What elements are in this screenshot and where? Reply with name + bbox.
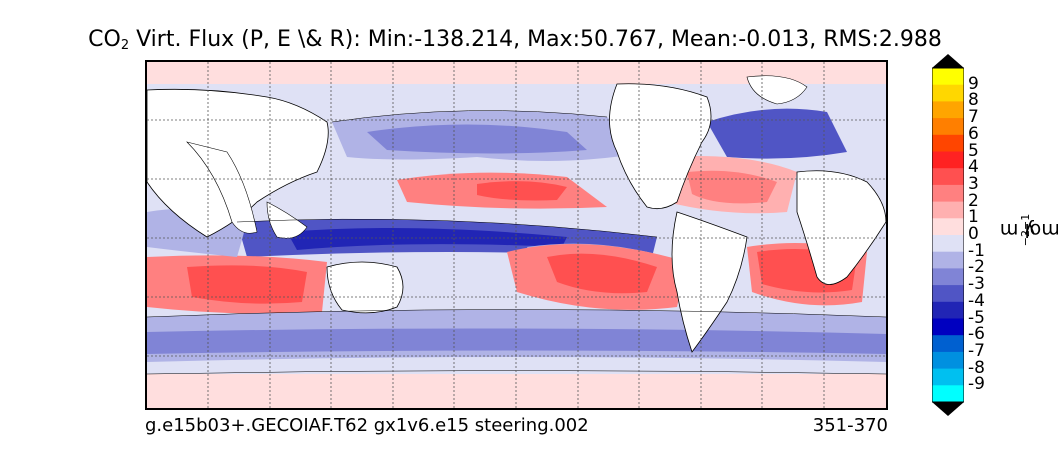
colorbar-cell [932, 134, 964, 152]
colorbar-cell [932, 151, 964, 169]
colorbar-cell [932, 218, 964, 236]
asia-landmass [147, 88, 329, 238]
colorbar-tick-label: -8 [968, 357, 985, 378]
colorbar-tick-label: 4 [968, 157, 979, 178]
colorbar-tick-label: -1 [968, 240, 985, 261]
colorbar-cell [932, 301, 964, 319]
colorbar-cell [932, 168, 964, 186]
colorbar-tick-label: -2 [968, 257, 985, 278]
colorbar-tick-label: 0 [968, 224, 979, 244]
colorbar-tick-label: 5 [968, 140, 979, 161]
colorbar-cell [932, 268, 964, 286]
colorbar-cell [932, 84, 964, 102]
colorbar-tick-label: 8 [968, 90, 979, 111]
colorbar-cell [932, 368, 964, 386]
year-range: 351-370 [812, 415, 888, 436]
colorbar-cell [932, 184, 964, 203]
colorbar-cell [932, 101, 964, 119]
colorbar [932, 54, 964, 416]
colorbar-under-arrow [932, 402, 964, 416]
colorbar-tick-label: -9 [968, 374, 985, 395]
colorbar-tick-label: 7 [968, 107, 979, 128]
colorbar-tick-label: 3 [968, 173, 979, 194]
map-grid [147, 62, 886, 408]
colorbar-tick-label: -6 [968, 324, 985, 345]
flux-map [145, 60, 888, 410]
colorbar-tick-label: 9 [968, 73, 979, 94]
colorbar-cell [932, 235, 964, 253]
map-canvas [147, 62, 886, 408]
colorbar-tick-label: 1 [968, 207, 979, 228]
colorbar-tick-label: -7 [968, 340, 985, 361]
colorbar-cell [932, 68, 964, 86]
colorbar-cell [932, 251, 964, 269]
colorbar-unit-label: mol m −2 y −1 [1000, 213, 1058, 247]
colorbar-cell [932, 385, 964, 403]
colorbar-tick-label: -5 [968, 307, 985, 328]
antarctic-band [147, 374, 886, 408]
colorbar-cell [932, 351, 964, 370]
colorbar-over-arrow [932, 54, 964, 68]
plot-title: CO2 Virt. Flux (P, E \& R): Min:-138.214… [88, 27, 942, 53]
colorbar-cell [932, 318, 964, 336]
north-atlantic-negative [707, 108, 847, 159]
colorbar-cell [932, 285, 964, 303]
australia-landmass [326, 261, 404, 314]
north-america-landmass [609, 83, 712, 210]
south-america-landmass [671, 211, 748, 353]
colorbar-tick-label: 2 [968, 190, 979, 211]
colorbar-tick-label: -4 [968, 290, 985, 311]
colorbar-tick-label: -3 [968, 274, 985, 295]
run-identifier: g.e15b03+.GECOIAF.T62 gx1v6.e15 steering… [145, 415, 589, 436]
colorbar-cell [932, 118, 964, 136]
colorbar-cell [932, 201, 964, 219]
colorbar-cell [932, 335, 964, 353]
colorbar-tick-label: 6 [968, 123, 979, 144]
